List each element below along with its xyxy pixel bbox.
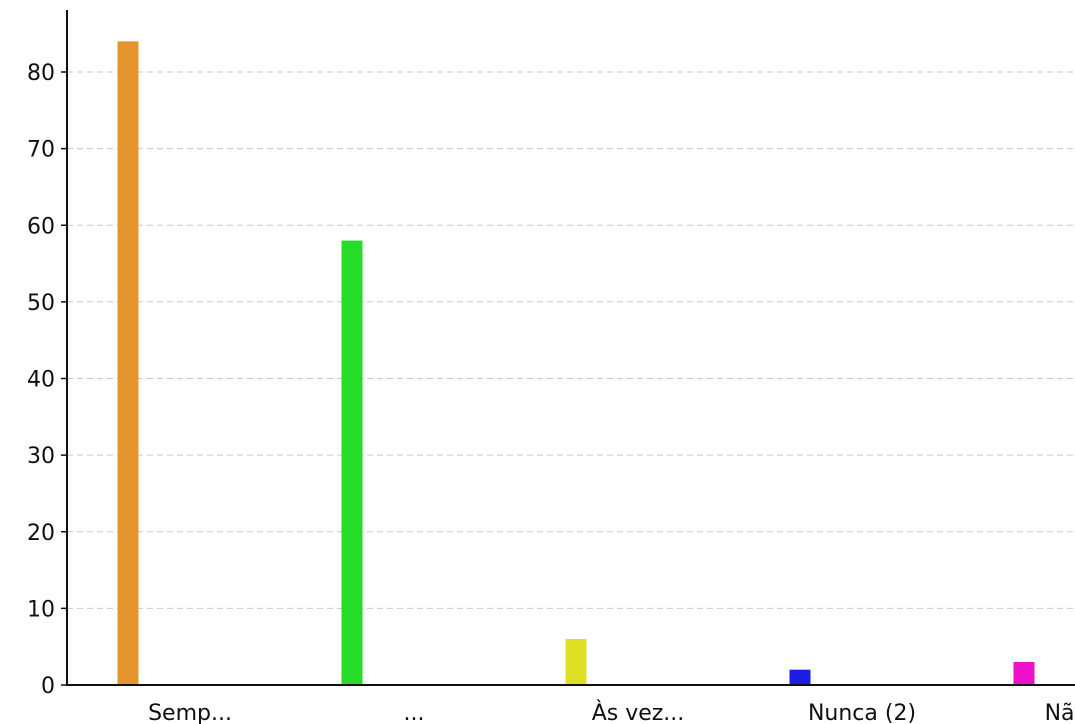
axes [66,10,1075,686]
y-tick-label: 80 [27,61,55,86]
bar [789,669,811,685]
bar [117,41,139,686]
bar [565,639,587,685]
y-tick-label: 20 [27,521,55,546]
y-tick-label: 70 [27,138,55,163]
bar [1013,662,1035,685]
x-tick-label: Semp... [148,701,232,724]
bar [341,240,363,685]
y-tick-label: 60 [27,214,55,239]
x-tick-labels: Semp...... Às vez... Nunca (2) Não s... [148,700,1075,724]
x-tick-label: ... [404,701,425,724]
y-tick-labels: 0 10 20 30 40 50 60 70 80 [27,61,67,699]
y-tick-label: 10 [27,597,55,622]
y-tick-label: 40 [27,368,55,393]
x-tick-label: Às vez... [592,700,685,724]
x-tick-label: Nunca (2) [808,701,916,724]
x-tick-label: Não s... [1045,701,1075,724]
y-tick-label: 50 [27,291,55,316]
y-tick-label: 0 [41,674,55,699]
y-tick-label: 30 [27,444,55,469]
bars [117,41,1035,686]
gridlines [67,71,1075,609]
